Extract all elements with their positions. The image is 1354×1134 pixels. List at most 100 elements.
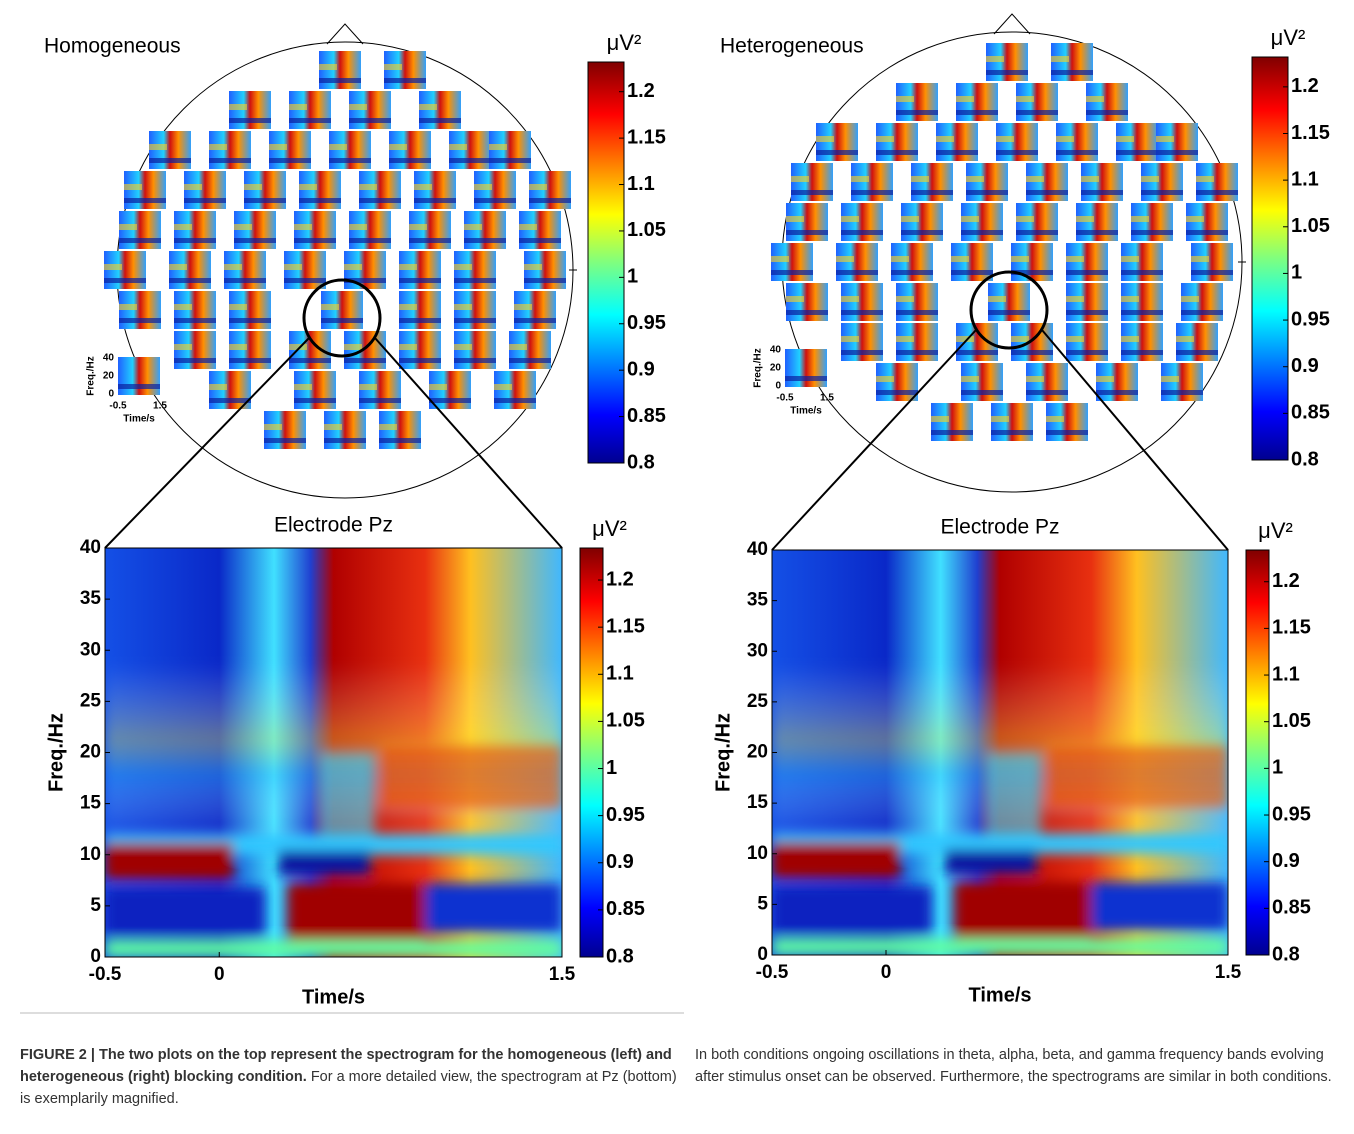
- colorbar-tick-label: 0.85: [1272, 897, 1311, 919]
- electrode-spectrogram: [529, 171, 571, 209]
- mini-band: [524, 278, 566, 283]
- mini-band: [1086, 110, 1128, 115]
- mini-band: [399, 344, 417, 350]
- mini-band: [1011, 256, 1029, 262]
- spectrogram: [772, 550, 1228, 955]
- mini-band: [876, 390, 918, 395]
- colorbar-tick-label: 0.9: [1291, 355, 1319, 377]
- mini-band: [289, 118, 331, 123]
- mini-band: [1016, 110, 1058, 115]
- mini-band: [786, 230, 828, 235]
- electrode-spectrogram: [294, 211, 336, 249]
- y-tick-label: 10: [747, 843, 768, 864]
- mini-band: [124, 184, 142, 190]
- colorbar-tick-label: 1.2: [1272, 570, 1300, 592]
- mini-band: [454, 318, 496, 323]
- colorbar-tick-label: 0.9: [1272, 850, 1300, 872]
- colorbar-unit: μV²: [1258, 518, 1293, 543]
- caption-right: In both conditions ongoing oscillations …: [695, 1047, 1332, 1085]
- electrode-spectrogram: [931, 403, 973, 441]
- mini-band: [988, 296, 1006, 302]
- mini-band: [851, 176, 869, 182]
- electrode-spectrogram: [264, 411, 306, 449]
- mini-x-tick-label: -0.5: [776, 393, 794, 404]
- mini-band: [961, 376, 979, 382]
- colorbar-tick-label: 0.85: [1291, 402, 1330, 424]
- spectrogram: [105, 548, 562, 957]
- mini-y-tick-label: 20: [103, 371, 115, 382]
- mini-band: [956, 336, 974, 342]
- colorbar-tick-label: 1.2: [1291, 75, 1319, 97]
- mini-band: [786, 296, 804, 302]
- electrode-spectrogram: [474, 171, 516, 209]
- x-tick-label: -0.5: [756, 962, 789, 983]
- mini-band: [1081, 176, 1099, 182]
- blob: [1045, 744, 1228, 810]
- mini-band: [1056, 136, 1074, 142]
- x-tick-label: 0: [214, 964, 225, 985]
- blob: [945, 849, 1037, 874]
- mini-band: [988, 310, 1030, 315]
- mini-band: [1016, 216, 1034, 222]
- mini-band: [956, 350, 998, 355]
- mini-band: [244, 198, 286, 203]
- electrode-spectrogram: [321, 291, 363, 329]
- mini-band: [786, 216, 804, 222]
- mini-band: [1081, 190, 1123, 195]
- mini-band: [1076, 216, 1094, 222]
- mini-band: [851, 190, 893, 195]
- mini-y-tick-label: 40: [103, 353, 115, 364]
- colorbar-unit: μV²: [1271, 25, 1306, 50]
- mini-band: [494, 398, 536, 403]
- mini-band: [524, 264, 542, 270]
- mini-band: [464, 238, 506, 243]
- mini-band: [1046, 416, 1064, 422]
- mini-band: [1141, 176, 1159, 182]
- mini-band: [229, 104, 247, 110]
- mini-band: [956, 96, 974, 102]
- mini-band: [1096, 376, 1114, 382]
- mini-map: [118, 357, 160, 395]
- colorbar-tick-label: 0.95: [1291, 308, 1330, 330]
- mini-band: [119, 238, 161, 243]
- blob: [424, 883, 562, 933]
- mini-band: [896, 336, 914, 342]
- colorbar-tick-label: 1.15: [627, 126, 666, 148]
- colorbar-tick-label: 1.1: [627, 173, 655, 195]
- electrode-spectrogram: [124, 171, 166, 209]
- mini-band: [429, 398, 471, 403]
- mini-x-label: Time/s: [790, 406, 822, 417]
- mini-band: [294, 398, 336, 403]
- electrode-spectrogram: [951, 243, 993, 281]
- electrode-spectrogram: [464, 211, 506, 249]
- mini-band: [124, 198, 166, 203]
- electrode-spectrogram: [876, 363, 918, 401]
- y-tick-label: 40: [747, 539, 768, 560]
- mini-band: [359, 184, 377, 190]
- mini-band: [1156, 136, 1174, 142]
- electrode-spectrogram: [896, 323, 938, 361]
- mini-band: [234, 238, 276, 243]
- mini-band: [399, 304, 417, 310]
- electrode-spectrogram: [174, 211, 216, 249]
- spectrogram-detail: [105, 662, 562, 957]
- colorbar-tick-label: 1.15: [1291, 122, 1330, 144]
- panel-title: Heterogeneous: [720, 35, 864, 58]
- electrode-spectrogram: [454, 251, 496, 289]
- mini-band: [1191, 256, 1209, 262]
- mini-band: [519, 224, 537, 230]
- electrode-spectrogram: [1046, 403, 1088, 441]
- mini-band: [299, 198, 341, 203]
- mini-y-tick-label: 0: [108, 389, 114, 400]
- electrode-spectrogram: [1186, 203, 1228, 241]
- mini-band: [841, 310, 883, 315]
- mini-band: [454, 278, 496, 283]
- mini-band: [1156, 150, 1198, 155]
- mini-band: [321, 304, 339, 310]
- mini-band: [786, 310, 828, 315]
- mini-band: [1076, 230, 1118, 235]
- blob: [379, 744, 562, 810]
- mini-band: [474, 184, 492, 190]
- mini-band: [1016, 96, 1034, 102]
